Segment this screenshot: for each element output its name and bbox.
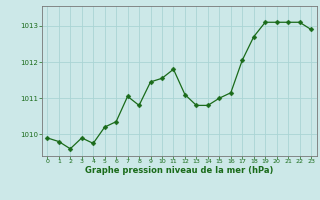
X-axis label: Graphe pression niveau de la mer (hPa): Graphe pression niveau de la mer (hPa) <box>85 166 273 175</box>
